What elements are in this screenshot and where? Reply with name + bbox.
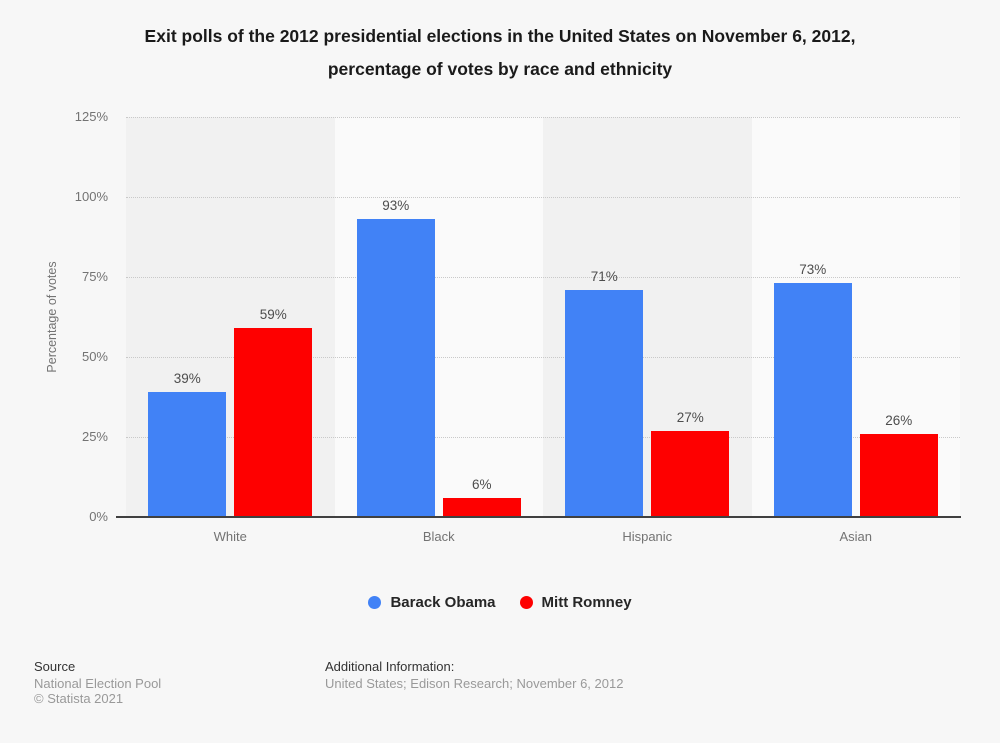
y-tick-label-125-percent: 125% bbox=[74, 109, 108, 124]
value-label-barack-obama-hispanic: 71% bbox=[590, 268, 618, 284]
value-label-barack-obama-white: 39% bbox=[173, 371, 201, 387]
value-label-mitt-romney-asian: 26% bbox=[885, 412, 913, 428]
gridline-75-percent bbox=[126, 277, 960, 278]
bar-barack-obama-black bbox=[356, 219, 435, 517]
copyright-notice: © Statista 2021 bbox=[34, 691, 124, 706]
gridline-25-percent bbox=[126, 437, 960, 438]
y-tick-label-0-percent: 0% bbox=[89, 509, 108, 524]
x-axis-label-white: White bbox=[213, 529, 247, 544]
value-label-mitt-romney-hispanic: 27% bbox=[676, 409, 704, 425]
x-axis-label-hispanic: Hispanic bbox=[622, 529, 673, 544]
legend: Barack Obama Mitt Romney bbox=[0, 594, 1000, 611]
legend-label-barack-obama: Barack Obama bbox=[390, 594, 496, 611]
gridline-100-percent bbox=[126, 197, 960, 198]
legend-label-mitt-romney: Mitt Romney bbox=[541, 594, 632, 611]
additional-information-heading: Additional Information: bbox=[325, 659, 455, 674]
value-label-mitt-romney-black: 6% bbox=[471, 476, 492, 492]
source-heading: Source bbox=[34, 659, 76, 674]
legend-dot-mitt-romney-icon bbox=[519, 596, 533, 609]
y-tick-label-100-percent: 100% bbox=[74, 189, 108, 204]
additional-information-text: United States; Edison Research; November… bbox=[325, 676, 624, 691]
bar-barack-obama-white bbox=[148, 392, 227, 517]
bar-mitt-romney-white bbox=[234, 328, 313, 517]
bar-barack-obama-hispanic bbox=[565, 289, 644, 517]
plot-area: 39% 59% 93% 6% 71% 27% 73% 26% bbox=[126, 117, 960, 517]
y-tick-label-75-percent: 75% bbox=[81, 269, 108, 284]
chart-title: Exit polls of the 2012 presidential elec… bbox=[0, 20, 1000, 86]
legend-item-mitt-romney: Mitt Romney bbox=[519, 594, 632, 611]
x-axis-label-asian: Asian bbox=[839, 529, 873, 544]
bar-mitt-romney-hispanic bbox=[651, 430, 730, 517]
legend-dot-barack-obama-icon bbox=[368, 596, 382, 609]
value-label-barack-obama-asian: 73% bbox=[799, 262, 827, 278]
legend-item-barack-obama: Barack Obama bbox=[368, 594, 496, 611]
x-axis-label-black: Black bbox=[422, 529, 455, 544]
chart-title-line-2: percentage of votes by race and ethnicit… bbox=[327, 59, 673, 79]
source-name: National Election Pool bbox=[34, 676, 162, 691]
gridline-50-percent bbox=[126, 357, 960, 358]
bar-mitt-romney-asian bbox=[859, 433, 938, 517]
x-axis-line bbox=[116, 516, 961, 518]
y-tick-label-50-percent: 50% bbox=[81, 349, 108, 364]
bar-barack-obama-asian bbox=[773, 283, 852, 517]
value-label-mitt-romney-white: 59% bbox=[259, 307, 287, 323]
y-tick-label-25-percent: 25% bbox=[81, 429, 108, 444]
x-axis-labels: White Black Hispanic Asian bbox=[126, 529, 960, 549]
value-label-barack-obama-black: 93% bbox=[382, 198, 410, 214]
chart-title-line-1: Exit polls of the 2012 presidential elec… bbox=[144, 26, 856, 46]
bar-mitt-romney-black bbox=[442, 497, 521, 517]
gridline-125-percent bbox=[126, 117, 960, 118]
